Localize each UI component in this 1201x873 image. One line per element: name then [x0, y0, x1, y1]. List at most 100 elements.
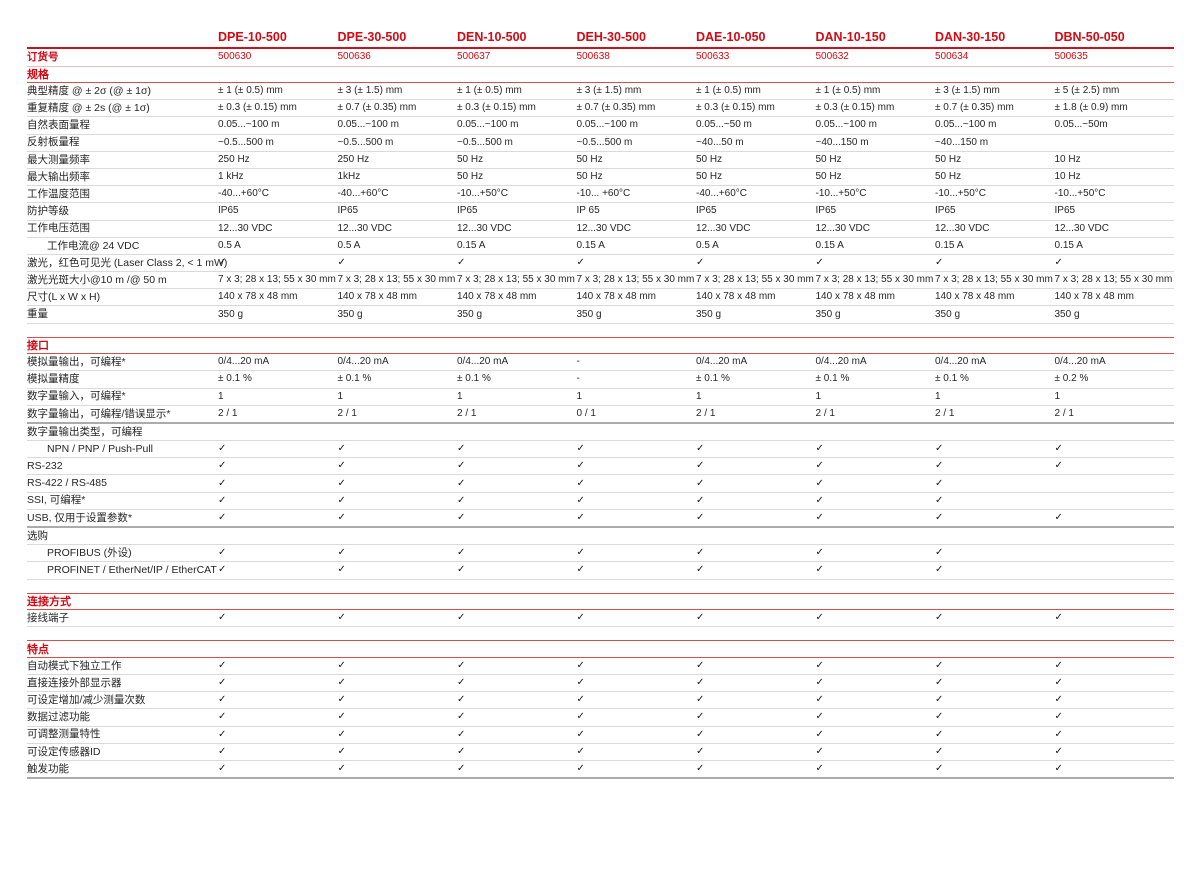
value-cell: 0.5 A	[337, 239, 361, 251]
order-number: 500636	[337, 51, 371, 63]
row-label: 可设定传感器ID	[27, 745, 101, 758]
check-icon: ✓	[1054, 659, 1063, 671]
row-label: 数字量输入，可编程*	[27, 390, 126, 403]
check-icon: ✓	[935, 460, 944, 472]
value-cell: 1	[576, 390, 583, 402]
table-row: 模拟量精度 ± 0.1 % ± 0.1 % ± 0.1 % - ± 0.1 % ± 0.1 …	[27, 371, 1174, 389]
row-label: 工作温度范围	[27, 187, 90, 200]
value-cell: ± 1 (± 0.5) mm	[696, 85, 761, 97]
order-number-label: 订货号	[27, 51, 59, 63]
order-number: 500637	[457, 51, 491, 63]
value-cell: 50 Hz	[576, 153, 603, 165]
value-cell: ± 0.1 %	[457, 373, 491, 385]
value-cell: 140 x 78 x 48 mm	[1054, 291, 1134, 303]
section-gap	[27, 580, 1174, 593]
check-icon: ✓	[815, 728, 824, 740]
value-cell: 50 Hz	[457, 171, 484, 183]
value-cell: 7 x 3; 28 x 13; 55 x 30 mm	[696, 274, 814, 286]
value-cell: IP65	[696, 205, 717, 217]
table-row: 工作温度范围 -40...+60°C -40...+60°C -10...+50°C -…	[27, 186, 1174, 204]
value-cell: ± 0.1 %	[337, 373, 372, 385]
row-label: 工作电流@ 24 VDC	[47, 239, 140, 252]
check-icon: ✓	[815, 477, 824, 489]
check-icon: ✓	[576, 745, 585, 757]
check-icon: ✓	[218, 677, 227, 689]
row-label: 激光，红色可见光 (Laser Class 2, < 1 mW)	[27, 256, 228, 269]
check-icon: ✓	[218, 256, 227, 268]
check-icon: ✓	[218, 443, 227, 455]
value-cell: 1kHz	[337, 171, 361, 183]
check-icon: ✓	[218, 694, 227, 706]
value-cell: ± 0.1 %	[696, 373, 730, 385]
value-cell: IP65	[815, 205, 837, 217]
row-label: NPN / PNP / Push-Pull	[47, 442, 154, 455]
order-number-row: 订货号 500630 500636 500637 500638 500633 500632 5…	[27, 49, 1174, 67]
check-icon: ✓	[1054, 745, 1063, 757]
table-row: 可设定传感器ID ✓ ✓ ✓ ✓ ✓ ✓ ✓ ✓	[27, 744, 1174, 761]
check-icon: ✓	[815, 762, 824, 774]
check-icon: ✓	[935, 677, 944, 689]
check-icon: ✓	[576, 256, 585, 268]
check-icon: ✓	[935, 256, 944, 268]
value-cell: 0.15 A	[1054, 239, 1083, 251]
value-cell: 7 x 3; 28 x 13; 55 x 30 mm	[935, 274, 1053, 286]
value-cell: ± 1 (± 0.5) mm	[457, 85, 522, 97]
value-cell: 0/4...20 mA	[1054, 356, 1106, 368]
spec-table: DPE-10-500 DPE-30-500 DEN-10-500 DEH-30-500…	[27, 24, 1174, 780]
value-cell: 350 g	[815, 308, 841, 320]
check-icon: ✓	[576, 547, 585, 559]
value-cell: ± 0.7 (± 0.35) mm	[337, 102, 417, 114]
table-row: 防护等级 IP65 IP65 IP65 IP 65 IP65 IP65 IP65 IP65	[27, 203, 1174, 221]
check-icon: ✓	[815, 677, 824, 689]
table-row: 典型精度 @ ± 2σ (@ ± 1σ) ± 1 (± 0.5) mm ± 3 (±…	[27, 83, 1174, 101]
table-row: 工作电压范围 12...30 VDC 12...30 VDC 12...30 VDC 1…	[27, 221, 1174, 238]
check-icon: ✓	[218, 711, 227, 723]
row-label: RS-422 / RS-485	[27, 477, 107, 490]
value-cell: 2 / 1	[696, 407, 716, 419]
check-icon: ✓	[337, 677, 346, 689]
check-icon: ✓	[815, 711, 824, 723]
table-row: 可调整测量特性 ✓ ✓ ✓ ✓ ✓ ✓ ✓ ✓	[27, 727, 1174, 744]
value-cell: 1	[457, 390, 463, 402]
value-cell: 0.05...~50m	[1054, 119, 1108, 131]
check-icon: ✓	[457, 460, 466, 472]
check-icon: ✓	[218, 612, 227, 624]
row-label: 自动模式下独立工作	[27, 659, 122, 672]
value-cell: 2 / 1	[815, 407, 835, 419]
value-cell: -10...+50°C	[935, 188, 986, 200]
check-icon: ✓	[815, 256, 824, 268]
check-icon: ✓	[815, 547, 824, 559]
section-title: 特点	[27, 640, 1174, 658]
check-icon: ✓	[218, 511, 227, 523]
value-cell: 0.05...~100 m	[815, 119, 877, 131]
table-row: USB, 仅用于设置参数* ✓ ✓ ✓ ✓ ✓ ✓ ✓ ✓	[27, 510, 1174, 528]
order-number: 500632	[815, 51, 849, 63]
value-cell: 0.05...~100 m	[337, 119, 399, 131]
value-cell: ± 0.1 %	[218, 373, 252, 385]
value-cell: IP65	[1054, 205, 1076, 217]
table-row: 可设定增加/减少测量次数 ✓ ✓ ✓ ✓ ✓ ✓ ✓ ✓	[27, 692, 1174, 710]
value-cell: 0.15 A	[815, 239, 844, 251]
value-cell: -10...+50°C	[457, 188, 508, 200]
section-gap	[27, 627, 1174, 640]
check-icon: ✓	[457, 547, 466, 559]
value-cell: ~40...150 m	[815, 136, 869, 148]
check-icon: ✓	[337, 612, 346, 624]
check-icon: ✓	[457, 443, 466, 455]
section-title: 连接方式	[27, 592, 1174, 611]
table-row: RS-422 / RS-485 ✓ ✓ ✓ ✓ ✓ ✓ ✓	[27, 475, 1174, 493]
value-cell: 2 / 1	[935, 407, 955, 419]
check-icon: ✓	[576, 564, 585, 576]
section-gap	[27, 324, 1174, 337]
value-cell: 140 x 78 x 48 mm	[337, 291, 417, 303]
check-icon: ✓	[696, 494, 705, 506]
value-cell: 0/4...20 mA	[337, 356, 389, 368]
check-icon: ✓	[218, 494, 227, 506]
check-icon: ✓	[696, 564, 705, 576]
check-icon: ✓	[696, 612, 705, 624]
value-cell: -	[576, 373, 580, 385]
value-cell: 50 Hz	[935, 153, 962, 165]
check-icon: ✓	[696, 745, 705, 757]
product-name: DPE-10-500	[218, 29, 287, 44]
value-cell: ± 0.7 (± 0.35) mm	[935, 102, 1014, 114]
